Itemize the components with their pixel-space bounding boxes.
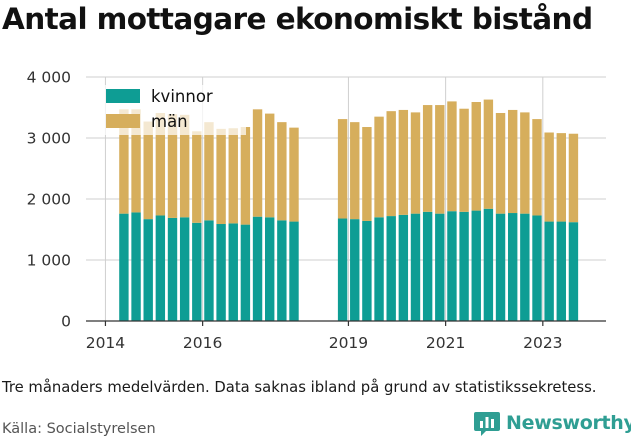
bar-kvinnor bbox=[289, 221, 299, 321]
bar-man bbox=[179, 114, 190, 218]
x-tick-label: 2014 bbox=[86, 334, 125, 352]
axes: 0 1 000 2 000 3 000 4 000 2014 2016 2019 2021 202… bbox=[27, 69, 606, 352]
bar-man bbox=[447, 101, 457, 212]
y-tick-label: 0 bbox=[61, 313, 71, 331]
x-tick-label: 2019 bbox=[329, 334, 368, 352]
bar-kvinnor bbox=[410, 213, 421, 321]
bar-man bbox=[568, 133, 579, 223]
bar-man bbox=[556, 133, 566, 222]
chart-note: Tre månaders medelvärden. Data saknas ib… bbox=[2, 379, 597, 396]
bar-kvinnor bbox=[362, 220, 372, 321]
bar-man bbox=[398, 109, 409, 215]
bar-kvinnor bbox=[155, 215, 166, 321]
bar-man bbox=[289, 127, 299, 222]
bar-man bbox=[495, 112, 506, 214]
bar-kvinnor bbox=[277, 220, 287, 321]
bar-kvinnor bbox=[544, 221, 554, 321]
legend-label-man: män bbox=[151, 112, 188, 131]
bar-kvinnor bbox=[350, 219, 360, 321]
bar-kvinnor bbox=[520, 213, 530, 321]
bar-man bbox=[167, 114, 178, 218]
bar-man bbox=[204, 122, 214, 221]
legend-label-kvinnor: kvinnor bbox=[151, 87, 213, 106]
stacked-bar-chart: 0 1 000 2 000 3 000 4 000 2014 2016 2019 2021 202… bbox=[27, 69, 606, 352]
bar-kvinnor bbox=[131, 212, 141, 321]
bar-kvinnor bbox=[495, 213, 506, 321]
bar-man bbox=[422, 105, 433, 212]
bar-man bbox=[192, 131, 202, 223]
bar-kvinnor bbox=[119, 213, 129, 321]
y-tick-label: 1 000 bbox=[27, 252, 71, 270]
bar-kvinnor bbox=[507, 213, 518, 321]
bar-man bbox=[507, 109, 518, 214]
bar-man bbox=[143, 121, 153, 220]
brand-name: Newsworthy bbox=[506, 412, 631, 434]
bar-kvinnor bbox=[556, 221, 566, 321]
bar-man bbox=[131, 109, 141, 213]
bar-man bbox=[520, 112, 530, 214]
y-tick-label: 3 000 bbox=[27, 130, 71, 148]
bar-man bbox=[216, 128, 226, 225]
bar-kvinnor bbox=[374, 217, 384, 321]
bar-kvinnor bbox=[216, 224, 226, 321]
bar-man bbox=[483, 99, 494, 209]
bar-man bbox=[544, 132, 554, 222]
bar-kvinnor bbox=[483, 208, 494, 321]
bar-kvinnor bbox=[252, 216, 263, 321]
y-tick-label: 2 000 bbox=[27, 191, 71, 209]
bar-kvinnor bbox=[204, 220, 214, 321]
bar-man bbox=[240, 127, 251, 225]
legend-swatch-man bbox=[106, 114, 140, 128]
bar-kvinnor bbox=[471, 210, 481, 321]
x-tick-label: 2016 bbox=[183, 334, 222, 352]
bar-man bbox=[277, 122, 287, 221]
bar-kvinnor bbox=[422, 211, 433, 321]
bar-kvinnor bbox=[398, 214, 409, 321]
newsworthy-brand[interactable]: Newsworthy bbox=[474, 408, 631, 438]
y-tick-label: 4 000 bbox=[27, 69, 71, 87]
bar-kvinnor bbox=[568, 222, 579, 321]
bar-man bbox=[374, 116, 384, 218]
bar-kvinnor bbox=[167, 217, 178, 321]
bar-man bbox=[386, 111, 396, 217]
chart-title: Antal mottagare ekonomiskt bistånd bbox=[2, 2, 593, 36]
bar-kvinnor bbox=[447, 211, 457, 321]
bar-kvinnor bbox=[179, 217, 190, 321]
bar-kvinnor bbox=[143, 219, 153, 321]
bar-man bbox=[350, 122, 360, 220]
bar-man bbox=[119, 109, 129, 214]
bar-man bbox=[435, 105, 445, 214]
legend: kvinnor män bbox=[104, 85, 246, 135]
bar-kvinnor bbox=[435, 213, 445, 321]
bar-kvinnor bbox=[337, 218, 348, 321]
bar-man bbox=[532, 119, 542, 216]
bar-man bbox=[337, 119, 348, 219]
bar-man bbox=[155, 112, 166, 216]
bar-kvinnor bbox=[532, 215, 542, 321]
bar-man bbox=[252, 109, 263, 217]
bar-man bbox=[410, 112, 421, 214]
bar-kvinnor bbox=[228, 223, 238, 321]
legend-swatch-kvinnor bbox=[106, 89, 140, 103]
bar-kvinnor bbox=[192, 222, 202, 321]
newsworthy-logo-icon bbox=[474, 412, 500, 436]
x-tick-label: 2021 bbox=[426, 334, 465, 352]
bar-kvinnor bbox=[386, 216, 396, 321]
bar-man bbox=[471, 102, 481, 211]
bar-kvinnor bbox=[240, 224, 251, 321]
bar-kvinnor bbox=[459, 211, 469, 321]
bars bbox=[119, 99, 579, 321]
source-text: Källa: Socialstyrelsen bbox=[2, 421, 156, 437]
bar-man bbox=[362, 127, 372, 221]
bar-kvinnor bbox=[265, 217, 275, 321]
bar-man bbox=[459, 108, 469, 212]
bar-man bbox=[265, 113, 275, 218]
bar-man bbox=[228, 128, 238, 224]
x-tick-label: 2023 bbox=[523, 334, 562, 352]
